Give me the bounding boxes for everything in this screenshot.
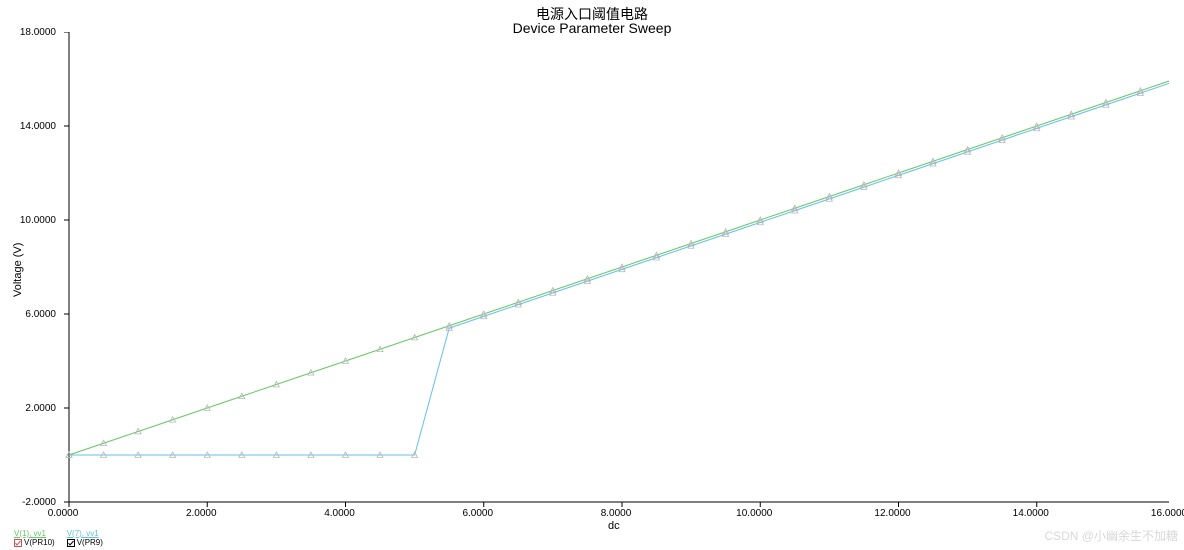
x-tick-label: 6.0000 [462,508,493,519]
legend-checkbox-icon[interactable] [67,539,75,547]
legend-entry[interactable]: V(7), vv1 V(PR9) [67,530,103,548]
chart-plot-area [57,32,1169,508]
x-tick-label: 8.0000 [601,508,632,519]
x-tick-label: 12.0000 [874,508,910,519]
x-tick-label: 4.0000 [324,508,355,519]
legend: V(1), vv1 V(PR10) V(7), vv1 V(PR9) [14,530,103,548]
y-tick-label: 10.0000 [20,215,56,226]
x-tick-label: 0.0000 [48,508,79,519]
x-tick-label: 10.0000 [736,508,772,519]
legend-series-name: V(PR9) [77,539,103,548]
y-tick-label: 14.0000 [20,121,56,132]
x-tick-label: 16.0000 [1151,508,1184,519]
x-axis-label: dc [608,520,620,532]
x-tick-label: 2.0000 [186,508,217,519]
y-axis-label: Voltage (V) [12,243,24,297]
y-tick-label: 2.0000 [25,403,56,414]
y-tick-label: -2.0000 [22,497,56,508]
legend-series-name: V(PR10) [24,539,55,548]
y-tick-label: 6.0000 [25,309,56,320]
legend-checkbox-icon[interactable] [14,539,22,547]
watermark: CSDN @小幽余生不加糖 [1044,527,1178,544]
y-tick-label: 18.0000 [20,27,56,38]
legend-entry[interactable]: V(1), vv1 V(PR10) [14,530,55,548]
x-tick-label: 14.0000 [1013,508,1049,519]
